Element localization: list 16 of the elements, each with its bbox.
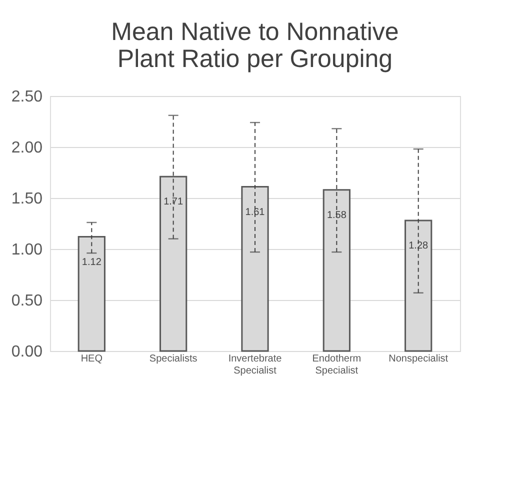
- y-tick-label: 1.50: [11, 190, 43, 208]
- y-tick-label: 2.00: [11, 140, 43, 156]
- x-tick-label: Endotherm Specialist: [312, 354, 362, 376]
- x-tick-label: Invertebrate Specialist: [228, 354, 282, 376]
- y-tick-label: 0.50: [11, 292, 43, 310]
- x-tick-label: HEQ: [80, 354, 103, 364]
- y-tick-label: 1.00: [11, 242, 43, 258]
- data-label: 1.58: [326, 210, 347, 221]
- x-tick-label: Nonspecialist: [388, 354, 448, 364]
- data-label: 1.12: [82, 256, 102, 268]
- y-tick-label: 0.00: [11, 344, 43, 360]
- data-label: 1.71: [164, 196, 184, 208]
- data-label: 1.28: [408, 240, 429, 252]
- chart-title: Mean Native to Nonnative Plant Ratio per Grouping: [111, 18, 399, 73]
- y-tick-label: 2.50: [11, 88, 43, 106]
- x-tick-label: Specialists: [149, 354, 198, 364]
